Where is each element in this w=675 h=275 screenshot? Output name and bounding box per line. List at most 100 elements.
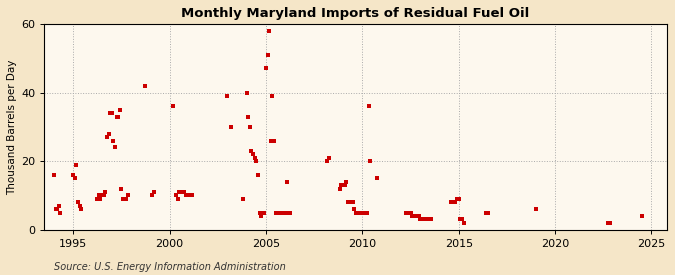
Point: [278, 210, 289, 215]
Point: [400, 210, 411, 215]
Point: [105, 111, 115, 115]
Point: [458, 221, 469, 225]
Point: [285, 210, 296, 215]
Point: [100, 190, 111, 194]
Point: [244, 125, 255, 129]
Point: [346, 200, 356, 205]
Point: [103, 131, 114, 136]
Point: [341, 180, 352, 184]
Point: [76, 207, 86, 211]
Point: [111, 114, 122, 119]
Point: [350, 210, 361, 215]
Point: [68, 173, 78, 177]
Point: [176, 190, 186, 194]
Point: [184, 193, 194, 198]
Point: [421, 217, 432, 222]
Point: [452, 197, 462, 201]
Point: [426, 217, 437, 222]
Point: [323, 156, 334, 160]
Point: [360, 210, 371, 215]
Point: [340, 183, 350, 187]
Point: [321, 159, 332, 163]
Point: [99, 193, 109, 198]
Point: [49, 173, 59, 177]
Point: [171, 193, 182, 198]
Point: [238, 197, 249, 201]
Point: [455, 217, 466, 222]
Point: [365, 159, 376, 163]
Point: [336, 183, 347, 187]
Point: [185, 193, 196, 198]
Point: [423, 217, 433, 222]
Point: [119, 197, 130, 201]
Point: [280, 210, 291, 215]
Point: [146, 193, 157, 198]
Point: [264, 29, 275, 33]
Point: [270, 210, 281, 215]
Point: [101, 135, 112, 139]
Point: [604, 221, 615, 225]
Point: [241, 90, 252, 95]
Point: [410, 214, 421, 218]
Point: [254, 210, 265, 215]
Point: [277, 210, 288, 215]
Point: [349, 207, 360, 211]
Point: [420, 217, 431, 222]
Point: [121, 197, 132, 201]
Point: [252, 173, 263, 177]
Point: [172, 197, 183, 201]
Point: [334, 186, 345, 191]
Title: Monthly Maryland Imports of Residual Fuel Oil: Monthly Maryland Imports of Residual Fue…: [182, 7, 530, 20]
Point: [273, 210, 284, 215]
Point: [114, 108, 125, 112]
Point: [251, 159, 262, 163]
Point: [55, 210, 65, 215]
Point: [456, 217, 467, 222]
Point: [352, 210, 363, 215]
Point: [354, 210, 364, 215]
Point: [425, 217, 435, 222]
Point: [249, 156, 260, 160]
Point: [108, 138, 119, 143]
Point: [265, 138, 276, 143]
Point: [342, 200, 353, 205]
Point: [167, 104, 178, 108]
Point: [531, 207, 541, 211]
Point: [412, 214, 423, 218]
Point: [358, 210, 369, 215]
Point: [603, 221, 614, 225]
Point: [259, 210, 270, 215]
Point: [246, 149, 257, 153]
Point: [97, 193, 107, 198]
Point: [179, 190, 190, 194]
Point: [177, 190, 188, 194]
Y-axis label: Thousand Barrels per Day: Thousand Barrels per Day: [7, 59, 17, 194]
Point: [71, 162, 82, 167]
Point: [454, 197, 464, 201]
Point: [447, 200, 458, 205]
Point: [109, 145, 120, 150]
Point: [482, 210, 493, 215]
Point: [95, 197, 106, 201]
Point: [92, 197, 103, 201]
Point: [267, 94, 277, 98]
Point: [269, 138, 279, 143]
Text: Source: U.S. Energy Information Administration: Source: U.S. Energy Information Administ…: [54, 262, 286, 272]
Point: [148, 190, 159, 194]
Point: [450, 200, 461, 205]
Point: [637, 214, 647, 218]
Point: [283, 210, 294, 215]
Point: [402, 210, 412, 215]
Point: [262, 53, 273, 57]
Point: [347, 200, 358, 205]
Point: [117, 197, 128, 201]
Point: [225, 125, 236, 129]
Point: [344, 200, 355, 205]
Point: [371, 176, 382, 180]
Point: [122, 193, 133, 198]
Point: [404, 210, 414, 215]
Point: [50, 207, 61, 211]
Point: [446, 200, 456, 205]
Point: [338, 183, 348, 187]
Point: [362, 210, 373, 215]
